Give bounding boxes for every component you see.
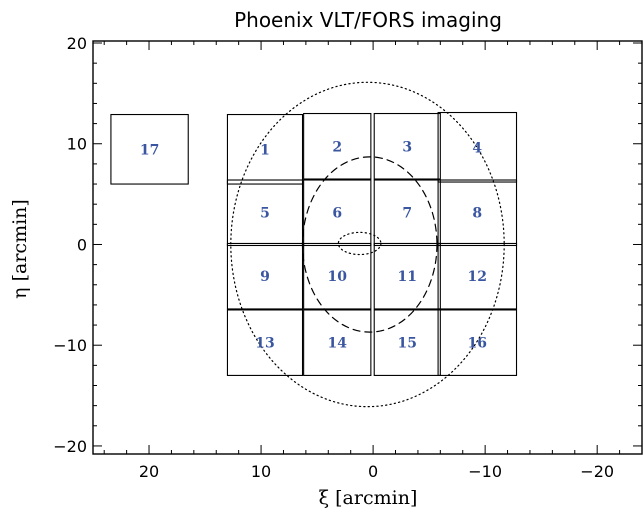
field-label-17: 17 xyxy=(140,142,159,158)
plot-frame xyxy=(92,40,643,455)
ellipse-dotted-1 xyxy=(230,81,505,408)
field-label-5: 5 xyxy=(260,206,270,222)
field-label-4: 4 xyxy=(472,140,482,156)
field-box-17 xyxy=(110,113,189,185)
y-axis-label: η [arcmin] xyxy=(9,199,31,299)
field-box-9 xyxy=(226,242,304,310)
field-label-12: 12 xyxy=(468,269,487,285)
field-label-14: 14 xyxy=(328,336,348,352)
field-label-6: 6 xyxy=(332,206,342,222)
field-box-16 xyxy=(437,309,518,376)
field-box-3 xyxy=(373,112,441,180)
field-label-10: 10 xyxy=(328,269,348,285)
axis-ticks: 20 10 0 −10 −20 20 10 0 −10 −20 xyxy=(53,34,643,481)
field-label-13: 13 xyxy=(255,336,274,352)
chart-title: Phoenix VLT/FORS imaging xyxy=(234,8,502,32)
x-tick-label: 0 xyxy=(368,462,378,481)
x-tick-label: −10 xyxy=(468,462,502,481)
field-box-12 xyxy=(437,242,518,310)
field-label-9: 9 xyxy=(260,269,270,285)
x-tick-label: −20 xyxy=(580,462,614,481)
field-label-3: 3 xyxy=(402,139,412,155)
field-box-10 xyxy=(303,242,372,310)
field-label-15: 15 xyxy=(398,336,417,352)
x-tick-label: 10 xyxy=(251,462,271,481)
ellipse-dashed-2 xyxy=(301,156,438,333)
y-tick-label: 20 xyxy=(67,34,87,53)
field-label-2: 2 xyxy=(332,139,342,155)
field-label-7: 7 xyxy=(402,206,412,222)
field-label-1: 1 xyxy=(260,142,270,158)
x-tick-label: 20 xyxy=(139,462,159,481)
field-box-4 xyxy=(437,111,518,183)
field-box-11 xyxy=(373,242,441,310)
field-box-2 xyxy=(303,112,372,180)
field-label-11: 11 xyxy=(398,269,417,285)
field-label-16: 16 xyxy=(468,336,487,352)
x-axis-label: ξ [arcmin] xyxy=(319,487,418,509)
y-tick-label: 10 xyxy=(67,135,87,154)
field-box-1 xyxy=(226,113,304,185)
field-box-8 xyxy=(437,179,518,247)
y-tick-label: −20 xyxy=(53,437,87,456)
field-label-8: 8 xyxy=(472,206,482,222)
field-box-14 xyxy=(303,309,372,376)
y-tick-label: −10 xyxy=(53,336,87,355)
field-box-15 xyxy=(373,309,441,376)
field-box-13 xyxy=(226,309,304,376)
field-box-7 xyxy=(373,179,441,247)
y-tick-label: 0 xyxy=(77,235,87,254)
field-box-5 xyxy=(226,179,304,247)
field-box-6 xyxy=(303,179,372,247)
